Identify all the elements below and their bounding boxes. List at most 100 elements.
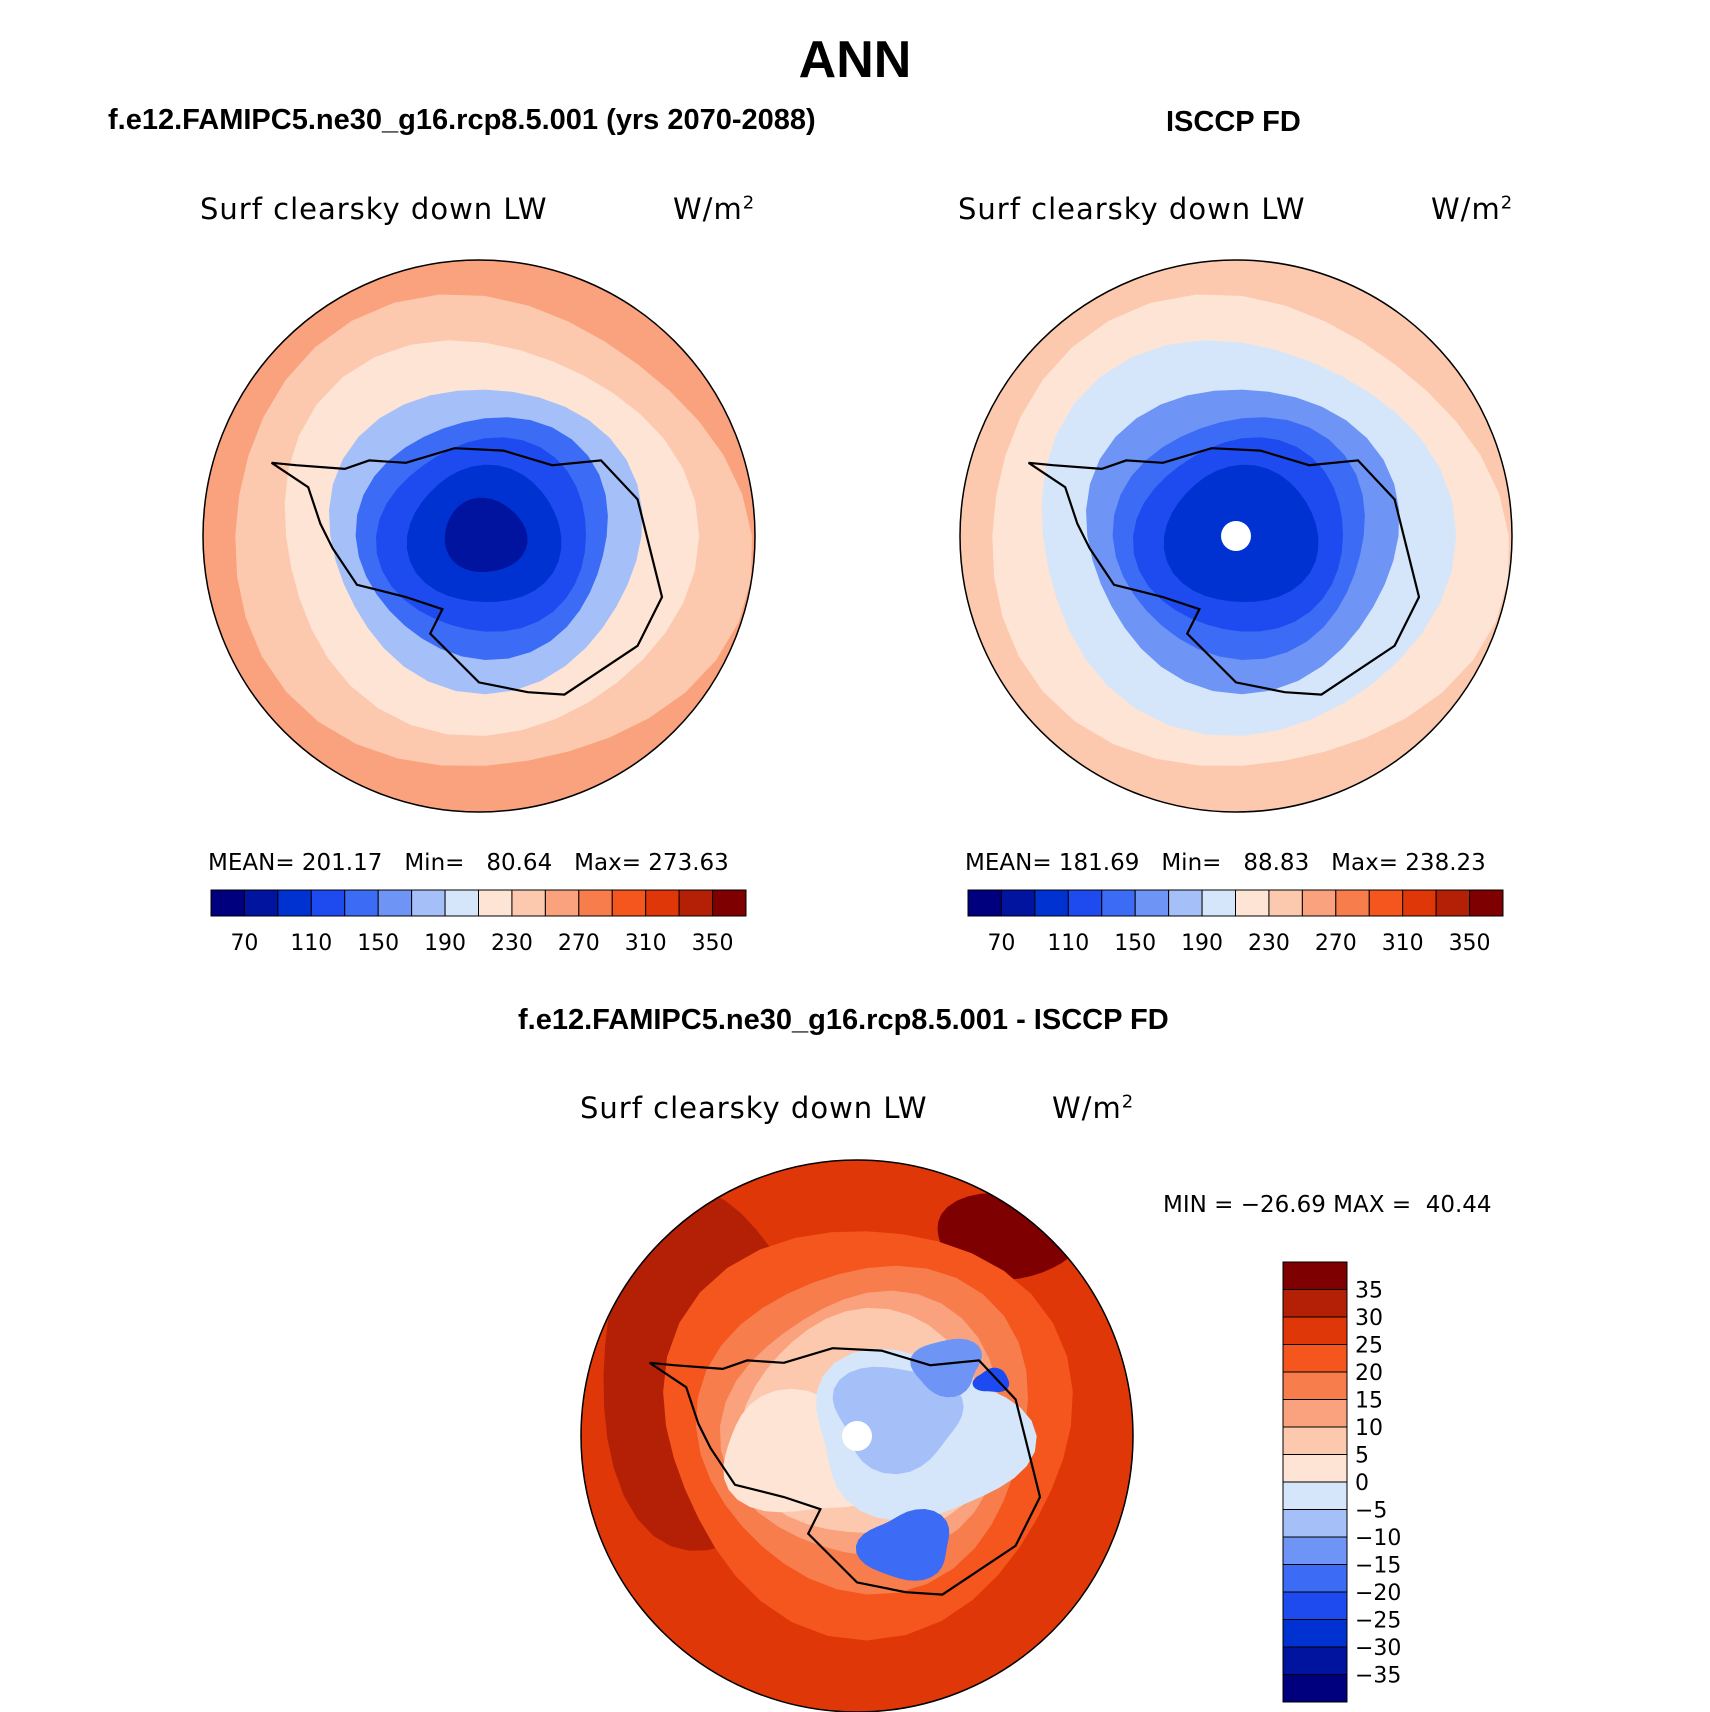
colorbar-box bbox=[1134, 889, 1170, 917]
colorbar-tick-label: −35 bbox=[1355, 1664, 1401, 1689]
obs-panel-title: ISCCP FD bbox=[1166, 106, 1301, 138]
colorbar-box bbox=[1201, 889, 1236, 917]
mean-value: 181.69 bbox=[1058, 850, 1140, 876]
colorbar-box bbox=[967, 889, 1002, 917]
map-border bbox=[202, 259, 756, 813]
colorbar-tick-label: 5 bbox=[1355, 1444, 1369, 1469]
colorbar-box bbox=[1282, 1289, 1348, 1318]
colorbar-box bbox=[478, 889, 513, 917]
colorbar-box bbox=[1268, 889, 1303, 917]
obs-colorbar: 70 110 150 190 230 270 310 350 bbox=[967, 889, 1504, 956]
mean-label: MEAN= bbox=[208, 850, 295, 876]
colorbar-tick-label: 110 bbox=[290, 931, 332, 956]
colorbar-tick-label: 0 bbox=[1355, 1471, 1369, 1496]
colorbar-box bbox=[1282, 1591, 1348, 1620]
colorbar-tick-label: −5 bbox=[1355, 1499, 1387, 1524]
colorbar-box bbox=[1034, 889, 1069, 917]
units-text: W/m2 bbox=[1431, 192, 1514, 226]
colorbar-tick-label: 350 bbox=[692, 931, 734, 956]
colorbar-tick-label: 350 bbox=[1449, 931, 1491, 956]
colorbar-box bbox=[1282, 1481, 1348, 1510]
colorbar-box bbox=[1282, 1646, 1348, 1675]
colorbar-box bbox=[210, 889, 245, 917]
min-value: 88.83 bbox=[1243, 850, 1310, 876]
obs-stats: MEAN= 181.69 Min= 88.83 Max= 238.23 bbox=[965, 850, 1486, 876]
colorbar-tick-label: 110 bbox=[1047, 931, 1089, 956]
colorbar-box bbox=[1101, 889, 1136, 917]
min-label: MIN = bbox=[1163, 1192, 1234, 1218]
colorbar-box bbox=[1469, 889, 1504, 917]
colorbar-box bbox=[1282, 1261, 1348, 1290]
colorbar-tick-label: 230 bbox=[1248, 931, 1290, 956]
colorbar-tick-label: 70 bbox=[987, 931, 1015, 956]
antarctica-coastline bbox=[648, 1347, 1042, 1596]
colorbar-box bbox=[1368, 889, 1404, 917]
mean-label: MEAN= bbox=[965, 850, 1052, 876]
units-text: W/m2 bbox=[1052, 1091, 1135, 1125]
map-border bbox=[959, 259, 1513, 813]
colorbar-tick-label: −20 bbox=[1355, 1581, 1401, 1606]
test-stats: MEAN= 201.17 Min= 80.64 Max= 273.63 bbox=[208, 850, 729, 876]
colorbar-box bbox=[1000, 889, 1036, 917]
colorbar-tick-label: 150 bbox=[1114, 931, 1156, 956]
colorbar-box bbox=[444, 889, 479, 917]
colorbar-box bbox=[712, 889, 747, 917]
colorbar-box bbox=[1282, 1536, 1348, 1565]
colorbar-tick-label: 10 bbox=[1355, 1416, 1383, 1441]
colorbar-box bbox=[1435, 889, 1471, 917]
colorbar-box bbox=[1282, 1371, 1348, 1400]
pole-missing-data bbox=[1221, 521, 1251, 551]
colorbar-box bbox=[511, 889, 546, 917]
colorbar-tick-label: 30 bbox=[1355, 1306, 1383, 1331]
colorbar-box bbox=[310, 889, 346, 917]
colorbar-tick-label: 190 bbox=[424, 931, 466, 956]
colorbar-tick-label: −30 bbox=[1355, 1636, 1401, 1661]
colorbar-tick-label: 270 bbox=[1315, 931, 1357, 956]
colorbar-box bbox=[1282, 1316, 1348, 1345]
colorbar-tick-label: 310 bbox=[1382, 931, 1424, 956]
obs-units-label: W/m2 bbox=[1431, 192, 1513, 226]
colorbar-box bbox=[1282, 1564, 1348, 1593]
max-label: Max= bbox=[574, 850, 641, 876]
test-map bbox=[202, 259, 756, 813]
test-variable-label: Surf clearsky down LW bbox=[200, 192, 548, 226]
colorbar-tick-label: 190 bbox=[1181, 931, 1223, 956]
colorbar-tick-label: 35 bbox=[1355, 1279, 1383, 1304]
max-value: 238.23 bbox=[1405, 850, 1486, 876]
colorbar-box bbox=[645, 889, 680, 917]
min-label: Min= bbox=[404, 850, 465, 876]
colorbar-tick-label: 25 bbox=[1355, 1334, 1383, 1359]
min-value: 80.64 bbox=[486, 850, 553, 876]
colorbar-box bbox=[243, 889, 279, 917]
colorbar-box bbox=[611, 889, 647, 917]
region-negative-patches bbox=[910, 1338, 982, 1398]
colorbar-box bbox=[1402, 889, 1437, 917]
max-value: 40.44 bbox=[1425, 1192, 1492, 1218]
test-units-label: W/m2 bbox=[673, 192, 755, 226]
colorbar-tick-label: 20 bbox=[1355, 1361, 1383, 1386]
colorbar-box bbox=[1282, 1674, 1348, 1703]
colorbar-tick-label: −10 bbox=[1355, 1526, 1401, 1551]
map-fill bbox=[203, 260, 755, 812]
colorbar-tick-label: 150 bbox=[357, 931, 399, 956]
colorbar-tick-label: 310 bbox=[625, 931, 667, 956]
colorbar-tick-label: 15 bbox=[1355, 1389, 1383, 1414]
test-colorbar: 70 110 150 190 230 270 310 350 bbox=[210, 889, 747, 956]
colorbar-box bbox=[277, 889, 312, 917]
region-negative-patches-strong bbox=[855, 1509, 950, 1581]
colorbar-box bbox=[1301, 889, 1337, 917]
colorbar-box bbox=[1335, 889, 1370, 917]
mean-value: 201.17 bbox=[301, 850, 383, 876]
colorbar-box bbox=[1282, 1344, 1348, 1373]
map-fill bbox=[581, 1160, 1133, 1712]
antarctica-coastline bbox=[270, 447, 664, 696]
antarctica-coastline bbox=[1027, 447, 1421, 696]
map-border bbox=[580, 1159, 1134, 1712]
colorbar-box bbox=[678, 889, 714, 917]
main-title: ANN bbox=[798, 31, 912, 89]
colorbar-box bbox=[377, 889, 413, 917]
colorbar-box bbox=[1235, 889, 1270, 917]
colorbar-tick-label: −15 bbox=[1355, 1554, 1401, 1579]
